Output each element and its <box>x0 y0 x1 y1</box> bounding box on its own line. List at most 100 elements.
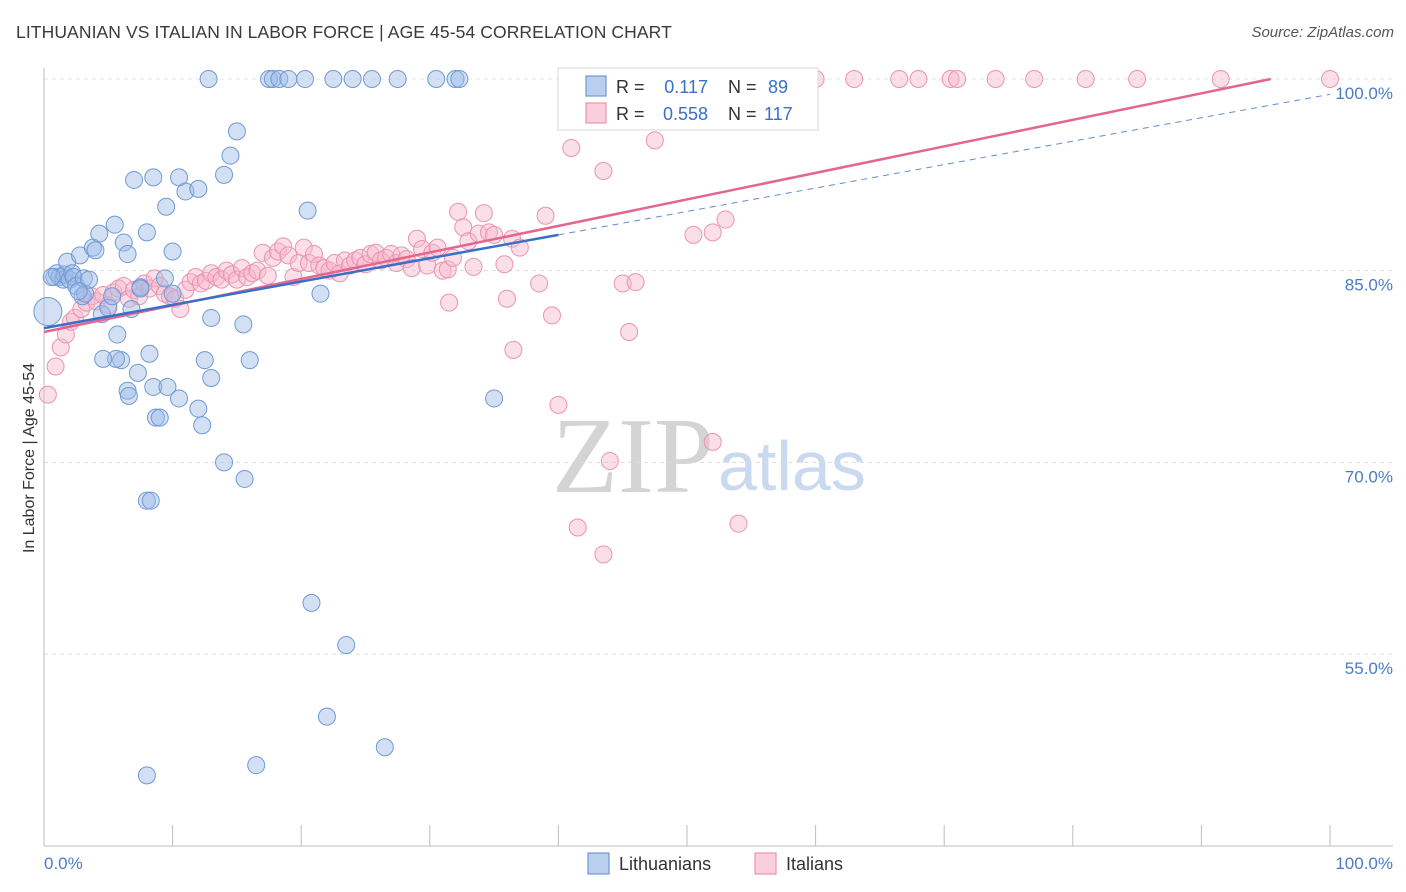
italian-point-51 <box>305 245 324 264</box>
lithuanian-point-60 <box>141 491 160 510</box>
watermark-atlas: atlas <box>718 427 866 505</box>
lithuanian-point-37 <box>221 146 240 165</box>
correlation-legend: R = 0.117 N = 89 R = 0.558 N = 117 <box>557 67 819 131</box>
italian-point-44 <box>269 242 288 261</box>
lithuanian-point-54 <box>150 408 169 427</box>
italian-point-70 <box>402 259 421 278</box>
lithuanian-point-82 <box>247 756 266 775</box>
italian-point-124 <box>1211 70 1230 88</box>
italian-point-82 <box>464 257 483 276</box>
lithuanian-point-55 <box>193 416 212 435</box>
lithuanian-point-64 <box>260 70 279 88</box>
lithuanian-point-77 <box>302 593 321 612</box>
chart-source: Source: ZipAtlas.com <box>1251 24 1394 41</box>
lithuanian-point-26 <box>125 170 144 189</box>
x-tick-label-min: 0.0% <box>44 854 83 873</box>
lithuanian-point-67 <box>279 70 298 88</box>
lithuanian-point-73 <box>427 70 446 88</box>
legend-n-label-1: N = <box>728 77 757 97</box>
italian-point-32 <box>207 268 226 287</box>
legend-swatch-lithuanians <box>585 75 607 97</box>
lithuanians-trend-extension <box>558 93 1331 236</box>
lithuanian-point-34 <box>189 179 208 198</box>
italian-point-98 <box>594 162 613 180</box>
italian-point-33 <box>212 270 231 289</box>
lithuanians-trend-line <box>43 233 559 330</box>
italian-point-91 <box>497 289 516 308</box>
italian-point-117 <box>909 70 928 88</box>
series-legend-swatch-lithuanians <box>587 852 610 875</box>
lithuanian-point-83 <box>131 279 150 298</box>
italian-point-90 <box>440 293 459 312</box>
series-legend-label-lithuanians: Lithuanians <box>619 854 711 874</box>
lithuanian-point-40 <box>240 351 259 370</box>
y-tick-label-2: 85.0% <box>1345 276 1393 295</box>
lithuanian-point-50 <box>119 386 138 405</box>
lithuanian-point-39 <box>234 315 253 334</box>
lithuanian-point-53 <box>146 408 165 427</box>
italian-point-100 <box>600 452 619 471</box>
lithuanian-point-28 <box>137 223 156 242</box>
lithuanian-point-74 <box>446 70 465 88</box>
italian-point-71 <box>407 229 426 248</box>
italian-point-105 <box>645 131 664 150</box>
italian-point-119 <box>948 70 967 88</box>
y-axis-label: In Labor Force | Age 45-54 <box>21 363 38 553</box>
italian-point-84 <box>474 204 493 223</box>
legend-r-label-1: R = <box>616 77 645 97</box>
italian-point-87 <box>495 255 514 274</box>
lithuanian-point-85 <box>69 282 88 301</box>
y-tick-label-3: 100.0% <box>1335 84 1393 103</box>
italian-point-1 <box>46 357 65 376</box>
italian-point-0 <box>38 385 57 404</box>
lithuanian-point-61 <box>298 201 317 220</box>
italian-point-108 <box>716 210 735 229</box>
y-tick-labels: 55.0% 70.0% 85.0% 100.0% <box>1335 84 1393 678</box>
italian-point-106 <box>684 225 703 244</box>
lithuanian-point-78 <box>337 636 356 655</box>
series-legend: Lithuanians Italians <box>587 852 843 875</box>
lithuanian-point-79 <box>317 707 336 726</box>
italian-point-94 <box>542 306 561 325</box>
italian-point-37 <box>233 259 252 278</box>
italian-point-107 <box>703 223 722 242</box>
legend-n-label-2: N = <box>728 104 757 124</box>
lithuanian-point-38 <box>227 122 246 141</box>
lithuanian-point-81 <box>137 766 156 785</box>
lithuanian-point-45 <box>94 349 113 368</box>
axes <box>43 68 1393 847</box>
legend-n-value-2: 117 <box>764 104 793 124</box>
lithuanian-point-88 <box>42 268 61 287</box>
lithuanian-point-44 <box>107 349 126 368</box>
lithuanian-point-84 <box>163 284 182 303</box>
series-legend-swatch-italians <box>754 852 777 875</box>
lithuanian-point-72 <box>388 70 407 88</box>
lithuanian-point-48 <box>158 377 177 396</box>
lithuanian-point-63 <box>199 70 218 88</box>
italian-point-99 <box>613 274 632 293</box>
italian-point-122 <box>1076 70 1095 88</box>
trend-lines <box>43 77 1331 334</box>
italian-point-36 <box>227 270 246 289</box>
series-legend-label-italians: Italians <box>786 854 843 874</box>
lithuanian-point-75 <box>450 70 469 88</box>
y-tick-label-0: 55.0% <box>1345 659 1393 678</box>
lithuanian-point-46 <box>128 363 147 382</box>
legend-r-value-2: 0.558 <box>663 104 708 124</box>
italian-point-110 <box>729 514 748 533</box>
italian-point-39 <box>243 264 262 283</box>
italian-point-96 <box>549 395 568 414</box>
watermark: ZIP atlas <box>552 397 866 516</box>
lithuanian-point-15 <box>80 270 99 289</box>
italian-point-104 <box>626 273 645 292</box>
italian-point-92 <box>530 274 549 293</box>
lithuanian-point-87 <box>155 269 174 288</box>
italian-point-103 <box>620 323 639 341</box>
legend-n-value-1: 89 <box>768 77 788 97</box>
lithuanian-point-23 <box>108 325 127 344</box>
legend-swatch-italians <box>585 102 607 124</box>
italian-point-79 <box>449 202 468 221</box>
lithuanian-point-76 <box>485 389 504 408</box>
lithuanian-point-59 <box>137 491 156 510</box>
lithuanian-point-29 <box>144 168 163 187</box>
